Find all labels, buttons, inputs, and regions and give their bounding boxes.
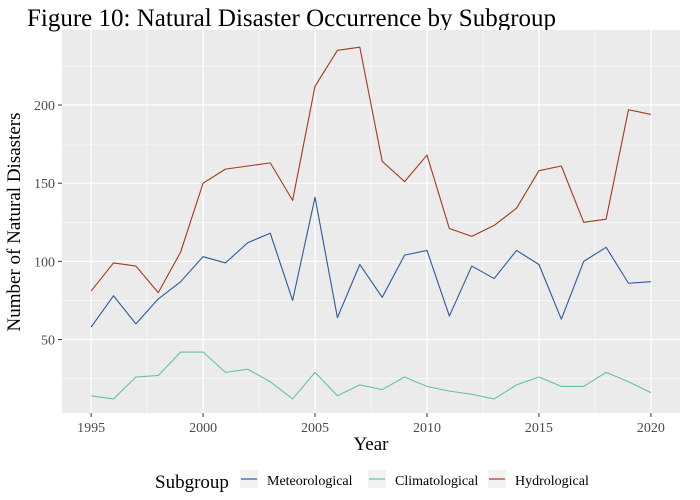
- y-tick-label: 100: [34, 255, 55, 270]
- x-axis: 1995 2000 2005 2010 2015 2020: [77, 413, 665, 436]
- x-tick-label: 2000: [189, 421, 217, 436]
- series-line-meteorological: [90, 196, 651, 328]
- y-tick-label: 50: [41, 334, 55, 349]
- legend-label-hydrological: Hydrological: [515, 474, 589, 489]
- x-tick-label: 2005: [301, 421, 329, 436]
- x-tick-label: 1995: [77, 421, 105, 436]
- legend-items: Meteorological Climatological Hydrological: [240, 470, 589, 489]
- y-tick-label: 200: [34, 99, 55, 114]
- x-tick-label: 2015: [525, 421, 553, 436]
- chart-title: Figure 10: Natural Disaster Occurrence b…: [27, 5, 556, 32]
- legend-label-climatological: Climatological: [395, 474, 478, 489]
- gridlines: [62, 30, 680, 413]
- y-axis-title: Number of Natural Disasters: [4, 113, 25, 332]
- x-axis-title: Year: [353, 434, 389, 455]
- y-axis: 50 100 150 200: [34, 99, 62, 349]
- y-tick-label: 150: [34, 177, 55, 192]
- legend-title: Subgroup: [155, 472, 229, 493]
- x-tick-label: 2020: [637, 421, 665, 436]
- series-lines: [90, 46, 652, 400]
- legend: Subgroup Meteorological Climatological Hyd…: [155, 470, 589, 493]
- legend-label-meteorological: Meteorological: [267, 474, 353, 489]
- x-tick-label: 2010: [413, 421, 441, 436]
- series-line-climatological: [91, 351, 652, 400]
- series-line-hydrological: [90, 46, 652, 294]
